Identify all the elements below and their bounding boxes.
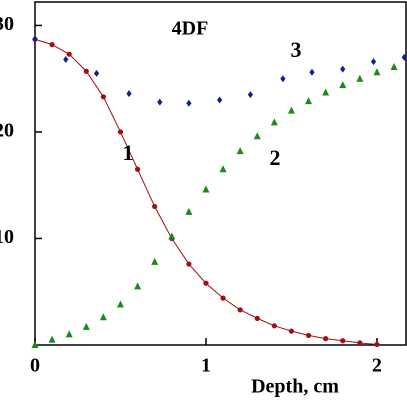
point <box>31 341 39 348</box>
point <box>185 207 193 215</box>
x-tick-label: 2 <box>372 355 382 377</box>
point <box>65 330 73 338</box>
point <box>323 336 329 342</box>
point <box>186 99 192 107</box>
point <box>340 338 346 344</box>
point <box>305 332 312 339</box>
point <box>357 340 363 346</box>
point <box>356 74 364 82</box>
point <box>116 300 124 308</box>
point <box>254 315 260 321</box>
point <box>168 232 176 240</box>
point <box>32 35 38 43</box>
point <box>401 53 407 61</box>
point <box>152 203 158 210</box>
point <box>309 68 315 76</box>
point <box>134 282 142 290</box>
point <box>340 65 346 73</box>
point <box>253 132 261 140</box>
point <box>220 295 226 301</box>
y-tick-label: 30 <box>0 13 14 35</box>
point <box>280 75 286 83</box>
point <box>374 341 380 348</box>
point <box>48 335 56 343</box>
point <box>157 98 163 106</box>
series-label: 2 <box>270 145 281 170</box>
point <box>203 280 209 286</box>
point <box>134 166 141 172</box>
point <box>287 106 295 114</box>
y-tick-label: 20 <box>0 120 14 142</box>
series-label: 1 <box>123 140 134 165</box>
point <box>151 257 159 265</box>
point <box>217 96 223 104</box>
point <box>339 81 347 89</box>
chart-title: 4DF <box>172 18 209 40</box>
point <box>390 62 398 70</box>
point <box>82 322 90 330</box>
point <box>271 323 277 329</box>
x-tick-label: 0 <box>30 355 40 377</box>
point <box>99 313 107 321</box>
x-axis-label: Depth, cm <box>251 376 339 398</box>
point <box>247 91 254 99</box>
point <box>322 88 330 96</box>
point <box>49 42 55 48</box>
point <box>219 165 227 173</box>
y-tick-label: 10 <box>0 226 14 248</box>
series-label: 3 <box>291 37 302 62</box>
point <box>236 147 244 155</box>
point <box>370 58 377 66</box>
point <box>83 68 89 74</box>
point <box>63 56 69 64</box>
plot-frame <box>34 1 407 346</box>
x-tick-label: 1 <box>201 355 211 377</box>
point <box>126 90 132 98</box>
point <box>202 185 210 193</box>
point <box>66 51 72 57</box>
point <box>93 69 100 77</box>
point <box>270 118 278 126</box>
point <box>237 307 243 313</box>
point <box>305 97 313 105</box>
point <box>186 261 192 267</box>
point <box>288 328 295 334</box>
point <box>117 129 124 135</box>
point <box>100 94 106 100</box>
point <box>373 68 381 76</box>
